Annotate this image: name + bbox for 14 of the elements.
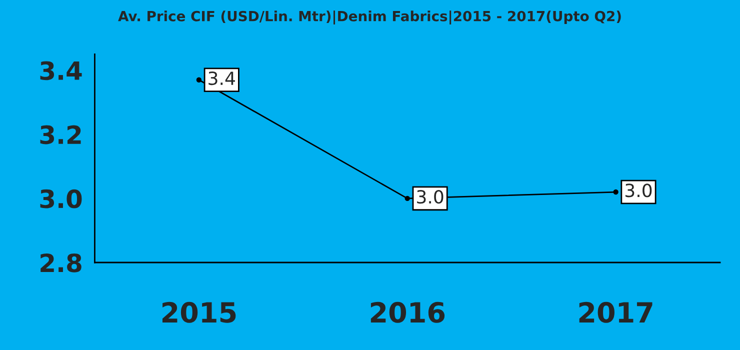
y-tick-label: 3.2 — [40, 125, 81, 144]
x-tick-label: 2016 — [370, 302, 445, 323]
point — [404, 196, 410, 202]
y-tick-label: 3.0 — [40, 189, 82, 208]
y-tick-label: 2.8 — [40, 253, 82, 272]
chart-title: Av. Price CIF (USD/Lin. Mtr)|Denim Fabrics|2015 - 2017(Upto Q2) — [118, 10, 621, 24]
data-label: 3.4 — [208, 71, 235, 86]
x-tick-label: 2015 — [162, 302, 236, 323]
data-label: 3.0 — [417, 190, 444, 204]
point — [613, 189, 618, 195]
data-label: 3.0 — [626, 184, 652, 198]
point — [196, 77, 202, 82]
y-tick-label: 3.4 — [40, 61, 82, 80]
x-tick-label: 2017 — [579, 302, 652, 323]
